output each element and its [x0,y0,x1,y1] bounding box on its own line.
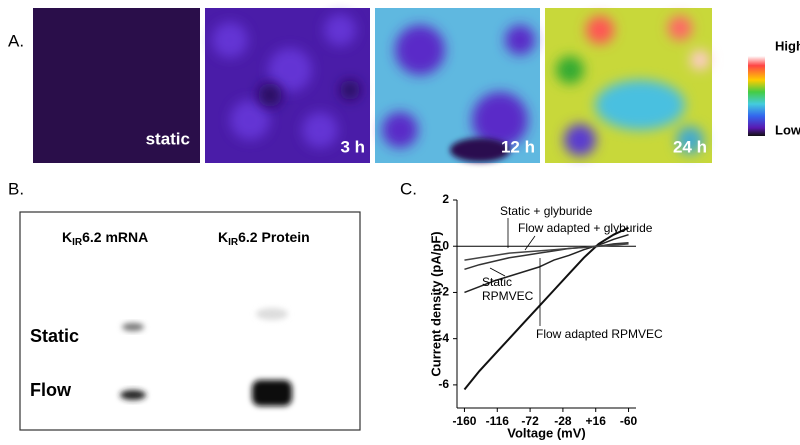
panel-label: B. [8,179,24,198]
x-tick-label: -72 [521,414,539,428]
x-tick-label: -60 [620,414,638,428]
x-tick-label: +16 [586,414,607,428]
annotation: Flow adapted RPMVEC [536,327,663,341]
y-tick-label: 0 [442,238,449,252]
micrograph [545,8,712,163]
x-tick-label: -28 [554,414,572,428]
micrograph [205,8,370,163]
panel-label: C. [400,179,417,198]
micrograph [33,8,200,163]
y-tick-label: -2 [438,285,449,299]
micrograph [375,8,540,163]
scale-high: High [775,38,800,53]
y-tick-label: 2 [442,192,449,206]
x-tick-label: -160 [452,414,476,428]
panel-label: A. [8,31,24,50]
iv-chart: 2 0 -2 -4 -6 -160 -116 -72 -28 +16 -60 Voltage (mV)… [428,192,663,440]
annotation: Static [482,275,512,289]
blot-frame [19,211,361,431]
iv-trace [464,233,629,294]
image-label: 24 h [673,137,707,156]
blot-bands [120,308,292,406]
iv-trace [463,226,629,391]
iv-trace [464,243,629,261]
image-label: static [146,129,190,148]
x-axis-label: Voltage (mV) [507,425,586,440]
row-label: Static [30,326,79,346]
image-label: 3 h [340,137,365,156]
x-tick-label: -116 [486,414,510,428]
column-header: KIR6.2 Protein [218,229,310,248]
scale-low: Low [775,122,800,137]
y-tick-label: -6 [438,377,449,391]
column-header: KIR6.2 mRNA [62,229,148,248]
annotation: Flow adapted + glyburide [518,221,653,235]
row-label: Flow [30,380,72,400]
pointer [524,235,536,251]
image-label: 12 h [501,137,535,156]
annotation: RPMVEC [482,289,534,303]
y-tick-label: -4 [438,331,449,345]
y-axis-label: Current density (pA/pF) [428,231,443,376]
pointer [489,267,506,277]
color-scale [748,56,765,136]
annotation: Static + glyburide [500,204,593,218]
